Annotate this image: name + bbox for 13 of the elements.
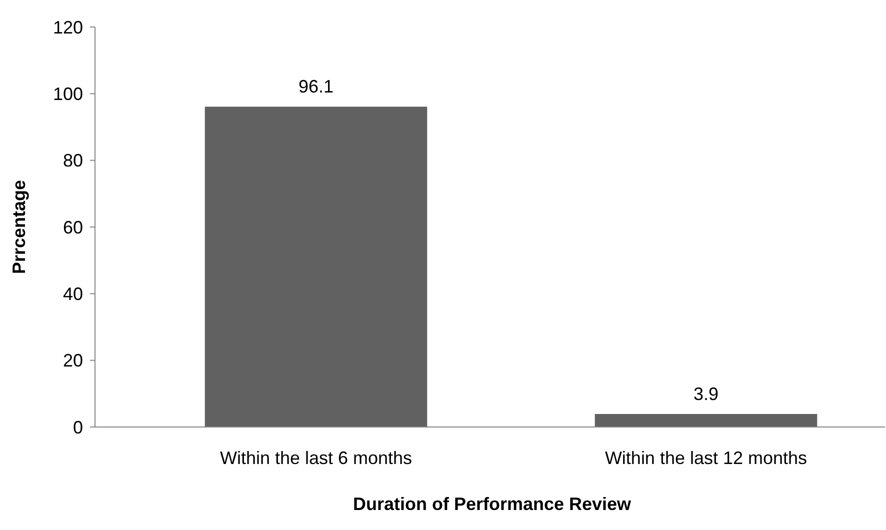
x-tick-label: Within the last 12 months (604, 448, 808, 468)
y-tick-label: 0 (72, 417, 83, 438)
y-tick-label: 100 (52, 84, 83, 104)
x-axis-title: Duration of Performance Review (352, 494, 632, 514)
data-label: 3.9 (693, 384, 719, 404)
x-tick-label: Within the last 6 months (220, 448, 412, 468)
y-tick-label: 80 (62, 150, 83, 171)
y-tick-label: 20 (62, 350, 83, 371)
y-axis-title: Prrcentage (9, 180, 29, 274)
y-tick-label: 40 (62, 284, 83, 304)
data-label: 96.1 (298, 76, 334, 97)
y-tick-label: 120 (52, 17, 83, 38)
y-tick-label: 60 (62, 217, 83, 238)
